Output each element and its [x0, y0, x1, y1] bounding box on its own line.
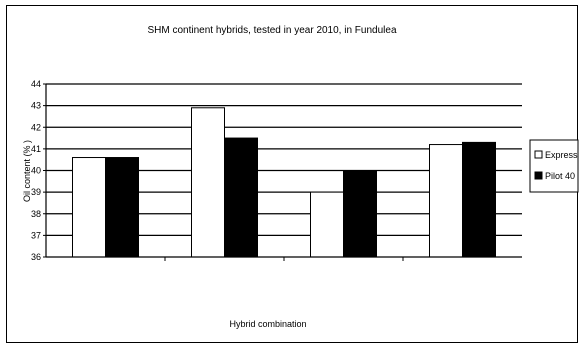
bar-express-50: [310, 191, 344, 258]
bar-pilot-40: [224, 137, 258, 258]
axes: [45, 84, 522, 261]
y-tick-label: 41: [31, 144, 41, 154]
y-tick-label: 42: [31, 122, 41, 132]
legend-swatch-pilot-40: [534, 171, 543, 180]
y-tick-labels: 36 37 38 39 40 41 42 43 44: [31, 79, 41, 262]
bar-pilot-40: [343, 170, 377, 258]
bars: [72, 107, 496, 258]
legend-swatch-express-50: [534, 150, 543, 159]
x-axis-label: Hybrid combination: [229, 319, 306, 329]
y-tick-label: 39: [31, 187, 41, 197]
y-tick-label: 43: [31, 101, 41, 111]
y-tick-label: 44: [31, 79, 41, 89]
bar-chart: SHM continent hybrids, tested in year 20…: [22, 25, 579, 329]
y-tick-label: 37: [31, 230, 41, 240]
y-tick-label: 40: [31, 166, 41, 176]
bar-pilot-40: [462, 141, 496, 258]
y-tick-label: 36: [31, 252, 41, 262]
y-tick-label: 38: [31, 209, 41, 219]
bar-express-50: [191, 107, 225, 258]
chart-frame: SHM continent hybrids, tested in year 20…: [6, 5, 579, 343]
y-axis-label: Oil content (% ): [22, 140, 32, 202]
legend-label-pilot-40: Pilot 40: [545, 171, 575, 181]
bar-express-50: [429, 144, 463, 258]
bar-pilot-40: [105, 157, 139, 258]
legend-label-express-50: Express 50: [545, 150, 579, 160]
chart-title: SHM continent hybrids, tested in year 20…: [147, 25, 396, 36]
legend: Express 50 Pilot 40: [529, 139, 579, 193]
bar-express-50: [72, 157, 106, 258]
legend-box: [529, 139, 579, 193]
